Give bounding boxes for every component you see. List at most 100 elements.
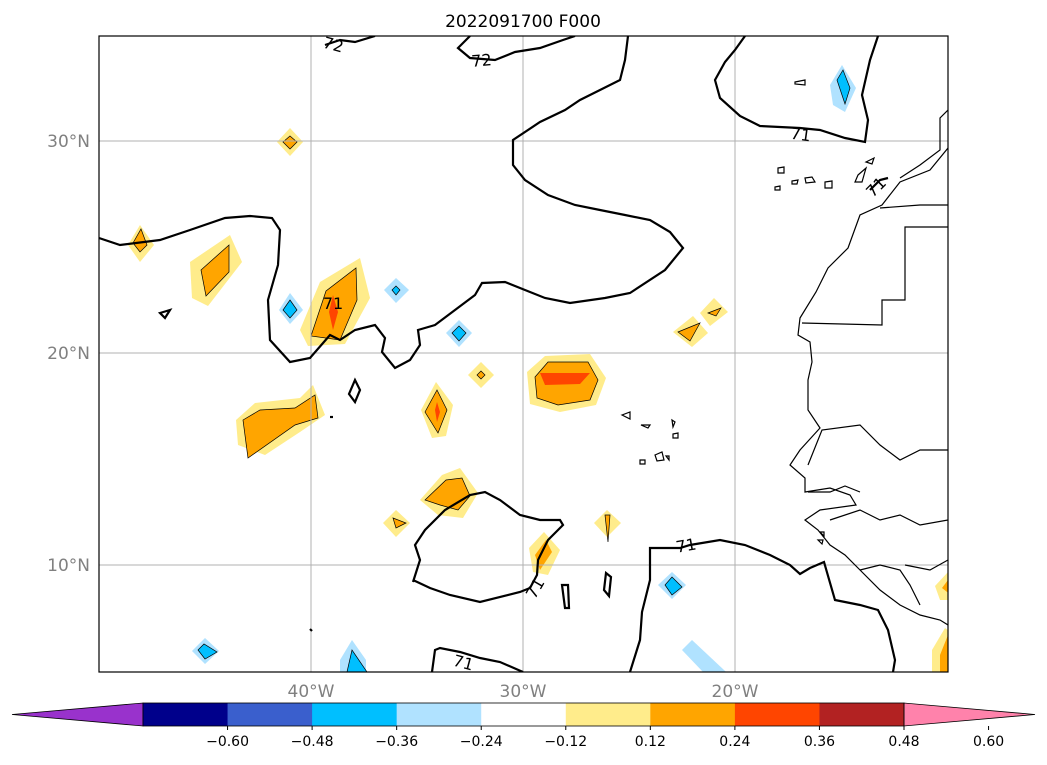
coastlines [620,79,948,626]
lon-label-30w: 30°W [500,682,547,702]
cape-verde-island [654,451,665,462]
colorbar-segment [312,703,398,726]
cape-verde-island [664,455,670,462]
bissagos-island [816,539,824,546]
cape-verde-island [672,432,679,439]
anomaly-blob [836,69,851,106]
contour-71-south [411,490,565,604]
anomaly-blob [132,228,148,253]
anomaly-blob [677,322,701,342]
anomaly-blob [197,643,218,660]
longitude-labels: 40°W 30°W 20°W [288,682,759,702]
madeira-island [794,79,806,86]
map-panel: 72 72 71 71 71 71 71 71 [98,33,949,675]
border-guinea [829,509,948,526]
map-title: 2022091700 F000 [445,12,601,32]
colorbar-tick-label: −0.12 [544,734,587,750]
colorbar-segment [734,703,820,726]
contour-71-bottom [430,646,524,672]
cape-verde-island [639,459,646,465]
contour-small-dot [309,628,313,632]
colorbar-segment [143,703,229,726]
colorbar-segment [565,703,651,726]
lon-label-20w: 20°W [712,682,759,702]
anomaly-blob [391,285,401,296]
contour-small-loop [157,308,173,320]
contour-label: 71 [674,534,697,556]
gridlines [99,36,948,672]
colorbar-segment [396,703,482,726]
anomaly-blob [540,373,590,385]
anomaly-blob [435,402,440,422]
colorbar-tick-label: 0.60 [973,734,1004,750]
anomaly-blob [942,580,948,593]
anomaly-blob [935,572,948,600]
colorbar-tick-label: −0.60 [206,734,249,750]
contour-71-africa [713,36,880,144]
contour-label: 71 [323,294,343,313]
anomaly-blob [242,394,319,459]
anomaly-blob [664,576,683,596]
contour-small-loop [347,377,362,405]
colorbar-tick-label: 0.24 [719,734,750,750]
lat-label-20n: 20°N [47,344,90,364]
bissagos-island [818,531,825,538]
contour-small-loop [602,570,613,599]
lat-label-30n: 30°N [47,132,90,152]
colorbar-extend-low [11,702,144,727]
colorbar-tick-label: 0.36 [804,734,835,750]
gambia-river [808,485,861,493]
canary-island [864,156,876,165]
anomaly-blob [535,540,552,570]
canary-island [854,166,868,183]
canary-island [824,180,833,189]
anomaly-blob [282,135,298,150]
contour-72-top-center [456,36,576,62]
map-frame [98,35,949,673]
contour-71-southeast [628,538,897,672]
cape-verde-island [620,411,631,420]
colorbar-frame [142,702,905,727]
anomaly-blob [451,325,467,342]
cape-verde-island [640,424,652,429]
contour-lines [99,36,897,672]
colorbar-tick-label: −0.24 [460,734,503,750]
lon-label-40w: 40°W [288,682,335,702]
contour-label: 71 [451,651,476,675]
canary-island [791,179,799,185]
shaded-anomalies [128,65,948,672]
cape-verde-island [671,418,676,430]
colorbar-segment [481,703,567,726]
border-western-sahara [801,226,948,326]
anomaly-blob [476,370,486,380]
anomaly-blob [392,517,407,529]
colorbar-extend-high [903,702,1036,727]
latitude-labels: 30°N 20°N 10°N [47,132,90,576]
anomaly-blob [346,649,368,672]
colorbar-segment [227,703,313,726]
canary-island [774,185,781,191]
colorbar-tick-label: 0.48 [888,734,919,750]
iberia-coastline [899,109,948,179]
contour-label: 72 [321,33,346,57]
canary-island [804,176,816,184]
canary-island [777,166,785,174]
contour-small-loop [560,583,571,610]
lat-label-10n: 10°N [47,556,90,576]
anomaly-blob [329,295,338,330]
contour-label: 71 [789,124,812,146]
colorbar-tick-label: −0.48 [291,734,334,750]
colorbar-segment [819,703,905,726]
colorbar-tick-label: −0.36 [375,734,418,750]
anomaly-blob [940,635,948,672]
contour-label: 72 [471,50,493,71]
border-liberia [904,559,948,571]
africa-coastline [789,147,948,626]
border-mali-senegal [807,424,948,466]
anomaly-blob [707,307,722,317]
anomaly-blob [200,244,230,297]
border-sierra-leone [859,564,921,606]
contour-71-main [99,36,685,370]
anomaly-blob [604,514,611,543]
